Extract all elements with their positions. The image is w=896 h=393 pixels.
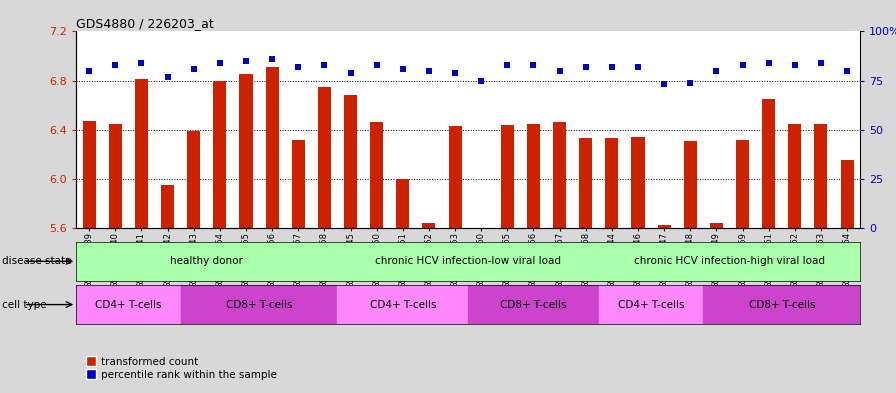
Text: chronic HCV infection-high viral load: chronic HCV infection-high viral load	[634, 256, 825, 266]
Bar	[181, 285, 338, 324]
Point	[814, 60, 828, 66]
Bar	[76, 242, 338, 281]
Bar	[710, 223, 723, 228]
Bar	[599, 242, 860, 281]
Legend: transformed count, percentile rank within the sample: transformed count, percentile rank withi…	[82, 353, 281, 384]
Bar	[703, 285, 860, 324]
Bar	[338, 285, 469, 324]
Bar	[840, 160, 854, 228]
Bar	[658, 226, 671, 228]
Point	[579, 64, 593, 70]
Point	[736, 62, 750, 68]
Point	[239, 58, 254, 64]
Bar	[788, 123, 801, 228]
Point	[186, 66, 201, 72]
Text: CD8+ T-cells: CD8+ T-cells	[226, 299, 292, 310]
Point	[762, 60, 776, 66]
Point	[369, 62, 383, 68]
Bar	[579, 138, 592, 228]
Bar	[469, 285, 599, 324]
Bar	[814, 123, 828, 228]
Bar	[553, 122, 566, 228]
Bar	[265, 67, 279, 228]
Bar	[344, 95, 358, 228]
Bar	[370, 122, 383, 228]
Bar	[396, 179, 409, 228]
Bar	[501, 125, 514, 228]
Text: cell type: cell type	[2, 299, 47, 310]
Text: CD4+ T-cells: CD4+ T-cells	[618, 299, 685, 310]
Point	[553, 68, 567, 74]
Bar	[632, 137, 644, 228]
Point	[265, 56, 280, 62]
Bar	[684, 141, 697, 228]
Bar	[449, 126, 461, 228]
Point	[657, 81, 671, 88]
Point	[343, 70, 358, 76]
Point	[526, 62, 540, 68]
Bar	[422, 223, 435, 228]
Point	[788, 62, 802, 68]
Point	[82, 68, 97, 74]
Bar	[239, 74, 253, 228]
Text: CD8+ T-cells: CD8+ T-cells	[748, 299, 815, 310]
Point	[683, 79, 697, 86]
Text: CD4+ T-cells: CD4+ T-cells	[95, 299, 161, 310]
Bar	[599, 285, 703, 324]
Bar	[187, 131, 201, 228]
Text: chronic HCV infection-low viral load: chronic HCV infection-low viral load	[375, 256, 561, 266]
Point	[474, 77, 488, 84]
Point	[631, 64, 645, 70]
Point	[212, 60, 227, 66]
Bar	[213, 81, 227, 228]
Bar	[338, 242, 599, 281]
Bar	[292, 140, 305, 228]
Point	[448, 70, 462, 76]
Point	[605, 64, 619, 70]
Bar	[527, 123, 540, 228]
Bar	[108, 123, 122, 228]
Bar	[161, 185, 174, 228]
Point	[500, 62, 514, 68]
Point	[317, 62, 332, 68]
Point	[396, 66, 410, 72]
Bar	[318, 87, 331, 228]
Text: disease state: disease state	[2, 256, 72, 266]
Point	[108, 62, 123, 68]
Bar	[76, 285, 181, 324]
Bar	[82, 121, 96, 228]
Text: CD4+ T-cells: CD4+ T-cells	[369, 299, 436, 310]
Text: GDS4880 / 226203_at: GDS4880 / 226203_at	[76, 17, 214, 30]
Text: healthy donor: healthy donor	[170, 256, 244, 266]
Point	[710, 68, 724, 74]
Point	[160, 73, 175, 80]
Text: CD8+ T-cells: CD8+ T-cells	[500, 299, 567, 310]
Point	[422, 68, 436, 74]
Bar	[135, 79, 148, 228]
Point	[840, 68, 854, 74]
Bar	[736, 140, 749, 228]
Bar	[762, 99, 775, 228]
Point	[134, 60, 149, 66]
Bar	[606, 138, 618, 228]
Point	[291, 64, 306, 70]
